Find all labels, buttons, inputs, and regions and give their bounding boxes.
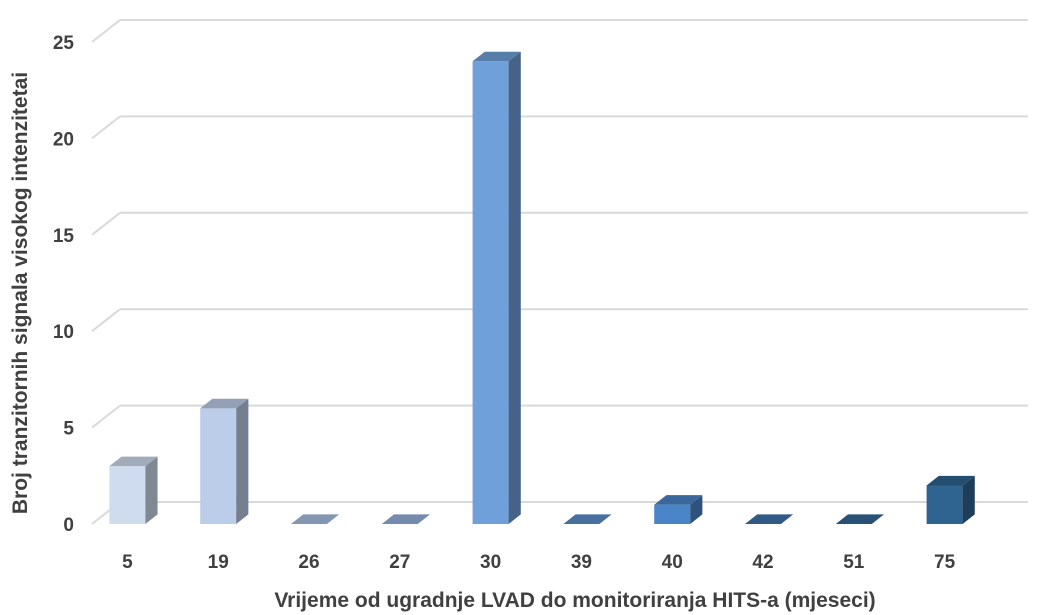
bar [472,51,521,524]
bar-top [472,51,521,62]
y-tick-label: 25 [53,33,75,54]
bar-top [835,514,884,524]
bar-top [381,514,430,524]
x-tick-label: 75 [934,552,956,573]
bar [563,514,612,524]
bar-front [200,408,237,524]
x-tick-label: 51 [843,552,865,573]
bar [109,456,158,524]
bar-front [926,485,963,524]
bar [654,495,703,524]
x-tick-label: 40 [662,552,683,573]
x-axis-ticks: 5 19 26 27 30 39 40 42 51 75 [122,552,955,573]
x-axis-title: Vrijeme od ugradnje LVAD do monitoriranj… [274,589,875,612]
bar [200,398,249,524]
y-tick-label: 10 [53,322,74,343]
gridline-depth [91,404,121,429]
bar-side [690,495,703,524]
bar-front [654,504,691,524]
x-tick-label: 5 [122,552,133,573]
bar-front [109,466,146,524]
y-tick-label: 0 [63,515,74,536]
x-tick-label: 30 [480,552,501,573]
bar-side [236,398,249,524]
bar-top [109,456,158,467]
bar-side [962,475,975,524]
bar-top [200,398,249,409]
x-tick-label: 19 [208,552,229,573]
bar-top [745,514,794,524]
bar [381,514,430,524]
x-tick-label: 39 [571,552,592,573]
gridline-depth [91,212,121,236]
y-tick-label: 5 [63,419,74,440]
bar-top [563,514,612,524]
y-axis-title: Broj tranzitornih signala visokog intenz… [9,72,32,514]
x-tick-label: 26 [298,552,319,573]
x-tick-label: 42 [752,552,773,573]
bar [926,475,975,524]
y-axis-ticks: 0 5 10 15 20 25 [53,33,75,536]
gridlines [91,19,1028,525]
bar [291,514,340,524]
y-tick-label: 20 [53,129,74,150]
bar-side [145,456,158,524]
bar [745,514,794,524]
gridline-depth [91,308,121,332]
gridline-depth [91,115,121,140]
bar-front [472,61,509,524]
bar-top [291,514,340,524]
bar-top [654,495,703,505]
x-tick-label: 27 [389,552,410,573]
y-tick-label: 15 [53,226,75,247]
gridline-depth [91,19,121,43]
bar-side [508,51,521,524]
bar [835,514,884,524]
bar-top [926,475,975,486]
bars [109,51,975,524]
